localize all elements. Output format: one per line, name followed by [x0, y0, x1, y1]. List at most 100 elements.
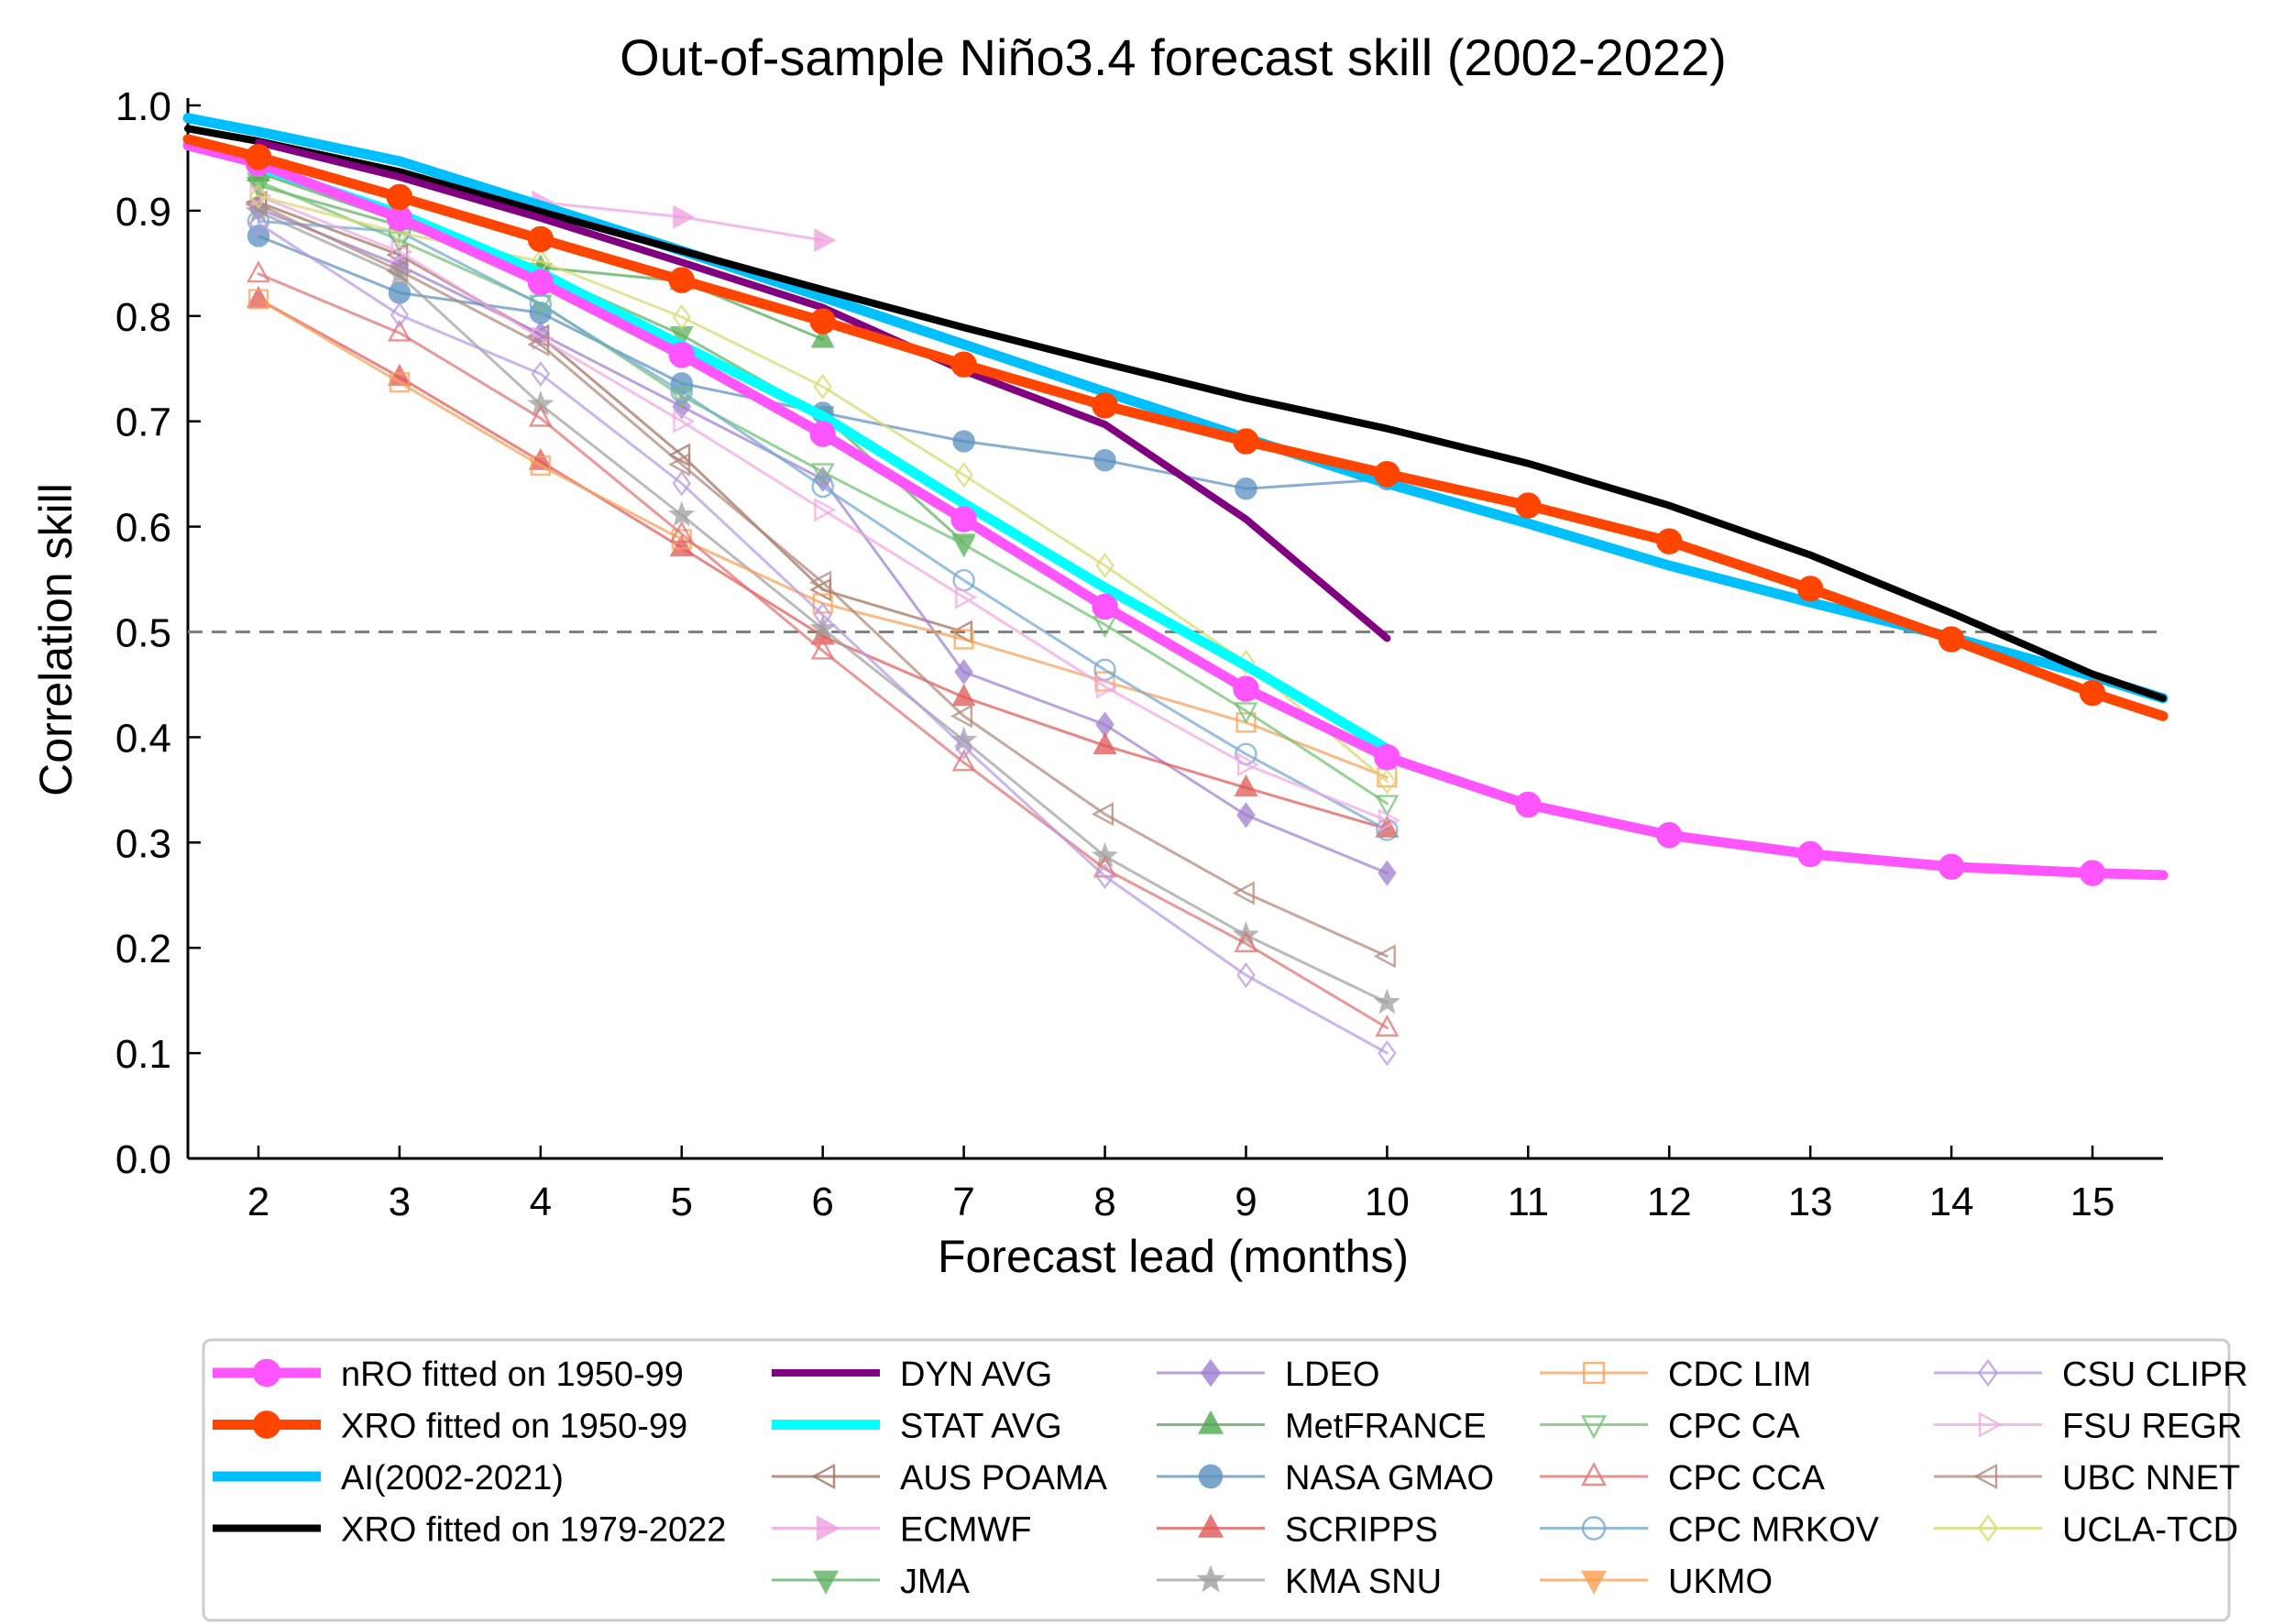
data-point: [386, 258, 409, 283]
data-point: [1233, 675, 1259, 702]
data-point: [814, 498, 837, 522]
x-tick-label: 10: [1365, 1180, 1410, 1224]
data-point: [1515, 492, 1542, 519]
data-point: [1375, 1014, 1400, 1037]
data-point: [245, 144, 272, 170]
y-tick-label: 0.9: [115, 190, 171, 235]
data-point: [813, 601, 832, 629]
legend: nRO fitted on 1950-99 XRO fitted on 1950-…: [202, 1338, 2248, 1622]
data-point: [1237, 752, 1260, 777]
series-line: [257, 222, 1389, 1055]
data-point: [814, 228, 837, 253]
data-point: [950, 620, 973, 644]
data-point: [954, 733, 973, 760]
data-point: [811, 475, 834, 499]
x-axis-label: Forecast lead (months): [938, 1231, 1409, 1282]
data-point: [810, 325, 835, 348]
data-point: [950, 506, 977, 532]
legend-label: UBC NNET: [2062, 1459, 2240, 1498]
legend-item-ukmo: UKMO: [1540, 1563, 1773, 1601]
data-point: [527, 269, 555, 296]
y-tick-label: 0.7: [115, 401, 171, 445]
series-nro-fitted-on-1950-99: [182, 140, 2169, 886]
series-cpc-ca: [246, 172, 1400, 817]
legend-label: LDEO: [1285, 1355, 1379, 1394]
data-point: [810, 637, 835, 660]
data-point: [1093, 731, 1117, 755]
data-point: [1515, 791, 1542, 818]
y-tick-label: 0.5: [115, 611, 171, 656]
series-line: [257, 235, 1389, 490]
y-tick-label: 0.8: [115, 295, 171, 340]
legend-item-cdc-lim: CDC LIM: [1540, 1355, 1811, 1394]
legend-label: CSU CLIPR: [2062, 1355, 2248, 1394]
data-point: [673, 409, 696, 433]
x-tick-label: 4: [530, 1180, 552, 1224]
legend-swatch-marker: [1580, 1415, 1608, 1440]
legend-label: JMA: [900, 1563, 971, 1601]
data-point: [950, 704, 973, 729]
data-point: [1092, 392, 1118, 419]
legend-swatch-marker: [1582, 1361, 1605, 1384]
legend-swatch-marker: [1196, 1564, 1225, 1593]
data-point: [532, 325, 555, 350]
data-point: [248, 210, 269, 236]
y-tick-label: 1.0: [115, 84, 171, 129]
series-csu-clipr: [248, 210, 1397, 1067]
series-ubc-nnet: [245, 192, 1396, 969]
legend-item-ldeo: LDEO: [1157, 1355, 1379, 1394]
data-point: [673, 204, 696, 229]
legend-item-xro-fitted-on-1950-99: XRO fitted on 1950-99: [213, 1408, 687, 1446]
data-point: [528, 294, 553, 317]
data-point: [1096, 675, 1119, 699]
data-point: [245, 192, 268, 217]
legend-swatch-marker: [811, 1463, 836, 1490]
y-tick-label: 0.0: [115, 1137, 171, 1182]
legend-label: FSU REGR: [2062, 1408, 2242, 1446]
data-point: [670, 380, 693, 403]
x-tick-label: 6: [811, 1180, 833, 1224]
data-point: [809, 570, 832, 595]
legend-label: CPC CCA: [1668, 1459, 1826, 1498]
x-tick-label: 2: [247, 1180, 269, 1224]
data-point: [527, 390, 555, 416]
series-line: [257, 297, 1389, 779]
legend-swatch-marker: [1581, 1516, 1607, 1541]
data-point: [810, 463, 835, 486]
series-line: [257, 219, 1389, 831]
y-tick-label: 0.2: [115, 927, 171, 971]
data-point: [531, 360, 551, 388]
legend-swatch-marker: [816, 1515, 840, 1542]
series-xro-fitted-on-1979-2022: [184, 125, 2167, 702]
data-point: [1796, 576, 1824, 602]
legend-swatch-marker: [1977, 1514, 1999, 1542]
legend-swatch-marker: [1197, 1513, 1224, 1538]
data-point: [390, 239, 413, 264]
legend-item-cpc-mrkov: CPC MRKOV: [1540, 1511, 1880, 1550]
data-point: [668, 267, 695, 293]
data-point: [955, 585, 978, 609]
series-line: [257, 201, 966, 633]
x-tick-label: 7: [952, 1180, 974, 1224]
legend-item-scripps: SCRIPPS: [1157, 1511, 1438, 1550]
data-point: [1235, 477, 1257, 500]
legend-item-metfrance: MetFRANCE: [1157, 1408, 1487, 1446]
legend-label: MetFRANCE: [1285, 1408, 1487, 1446]
legend-item-kma-snu: KMA SNU: [1157, 1563, 1442, 1601]
legend-label: CDC LIM: [1668, 1355, 1811, 1394]
data-point: [1091, 841, 1119, 868]
legend-item-nasa-gmao: NASA GMAO: [1157, 1459, 1494, 1498]
data-point: [1656, 528, 1683, 554]
legend-label: AI(2002-2021): [341, 1459, 564, 1498]
data-point: [669, 533, 694, 557]
data-point: [954, 462, 973, 488]
data-point: [950, 351, 977, 378]
series-line: [257, 194, 1389, 822]
series-line: [257, 180, 1389, 806]
data-point: [952, 430, 975, 453]
legend-item-cpc-cca: CPC CCA: [1540, 1459, 1826, 1498]
legend-swatch-marker: [1198, 1464, 1224, 1489]
data-point: [387, 319, 412, 342]
data-point: [809, 421, 836, 447]
legend-label: XRO fitted on 1950-99: [341, 1408, 687, 1446]
